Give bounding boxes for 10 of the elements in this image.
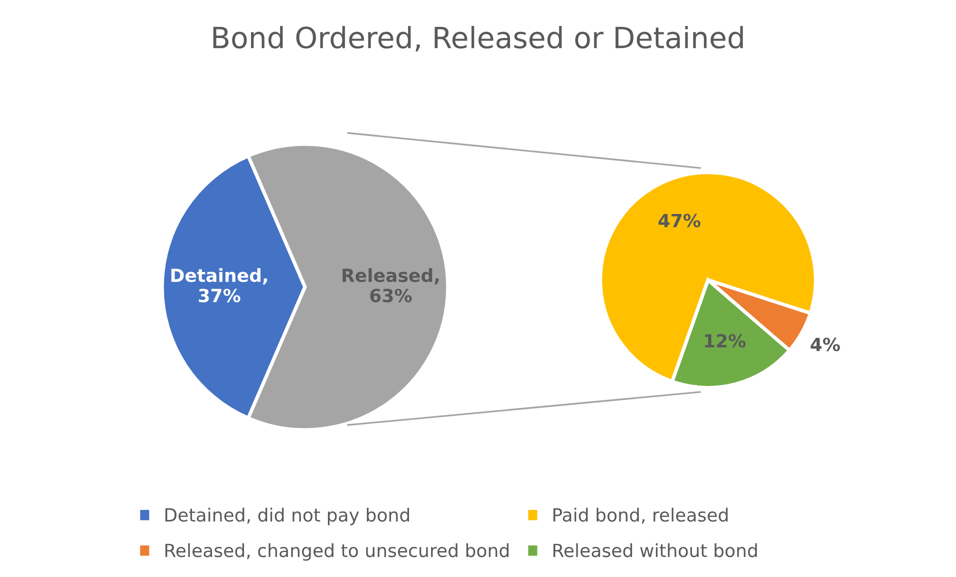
data-label: 4% [810,338,840,352]
data-label: Detained, 37% [171,268,267,302]
legend-label: Released, changed to unsecured bond [165,543,509,561]
chart-title: Bond Ordered, Released or Detained [213,26,743,52]
legend-label: Released without bond [553,543,757,558]
legend-label: Paid bond, released [553,508,728,524]
data-label: Released, 63% [342,268,439,302]
data-label: 12% [705,334,746,348]
legend-label: Detained, did not pay bond [165,508,410,526]
data-label: 47% [658,214,700,228]
